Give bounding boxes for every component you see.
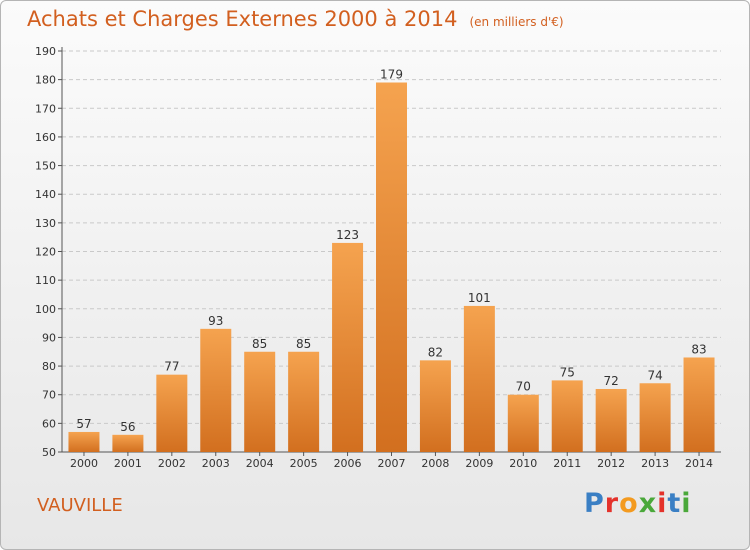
y-tick-label: 140 xyxy=(35,188,56,201)
y-tick-label: 160 xyxy=(35,131,56,144)
y-tick-label: 110 xyxy=(35,274,56,287)
x-tick-label: 2005 xyxy=(290,457,318,470)
logo-letter: x xyxy=(638,488,658,519)
x-tick-label: 2002 xyxy=(158,457,186,470)
chart-title-text: Achats et Charges Externes 2000 à 2014 xyxy=(27,7,458,31)
y-tick-label: 120 xyxy=(35,246,56,259)
y-tick-label: 60 xyxy=(42,417,56,430)
x-tick-label: 2009 xyxy=(465,457,493,470)
proxiti-logo[interactable]: Proxiti xyxy=(584,488,692,519)
chart-unit-label: (en milliers d'€) xyxy=(469,15,564,29)
x-tick-label: 2007 xyxy=(378,457,406,470)
bar xyxy=(595,388,627,452)
bar-value-label: 82 xyxy=(428,345,443,359)
x-tick-label: 2006 xyxy=(334,457,362,470)
y-tick-label: 90 xyxy=(42,331,56,344)
y-tick-label: 100 xyxy=(35,303,56,316)
bar-value-label: 83 xyxy=(691,342,706,356)
y-tick-label: 170 xyxy=(35,102,56,115)
y-tick-label: 80 xyxy=(42,360,56,373)
bar xyxy=(551,380,583,452)
x-tick-label: 2003 xyxy=(202,457,230,470)
bar-value-label: 179 xyxy=(380,68,403,82)
x-tick-label: 2012 xyxy=(597,457,625,470)
bar xyxy=(376,82,407,452)
y-tick-label: 70 xyxy=(42,389,56,402)
bar xyxy=(639,383,671,452)
commune-name: VAUVILLE xyxy=(37,495,123,516)
bar xyxy=(200,328,232,452)
logo-letter: o xyxy=(619,488,639,519)
bar xyxy=(288,351,320,452)
logo-letter: P xyxy=(584,488,605,519)
bar xyxy=(463,305,495,452)
bar xyxy=(112,434,144,452)
bar xyxy=(156,374,188,452)
y-tick-label: 190 xyxy=(35,45,56,58)
bar-value-label: 101 xyxy=(468,291,491,305)
y-tick-label: 150 xyxy=(35,160,56,173)
bar-value-label: 57 xyxy=(76,417,91,431)
bar-value-label: 56 xyxy=(120,420,135,434)
bar xyxy=(683,357,715,452)
x-tick-label: 2004 xyxy=(246,457,274,470)
logo-letter: i xyxy=(657,488,668,519)
bar-value-label: 85 xyxy=(252,337,267,351)
logo-letter: t xyxy=(667,488,682,519)
bar xyxy=(419,360,451,452)
x-tick-label: 2011 xyxy=(553,457,581,470)
bar-value-label: 74 xyxy=(647,368,662,382)
bar-value-label: 77 xyxy=(164,360,179,374)
bar xyxy=(68,431,100,452)
y-tick-label: 130 xyxy=(35,217,56,230)
x-tick-label: 2000 xyxy=(70,457,98,470)
bar-value-label: 123 xyxy=(336,228,359,242)
logo-letter: i xyxy=(681,488,692,519)
x-tick-label: 2008 xyxy=(421,457,449,470)
x-tick-label: 2010 xyxy=(509,457,537,470)
bar-value-label: 72 xyxy=(604,374,619,388)
bar-value-label: 75 xyxy=(560,365,575,379)
y-tick-label: 180 xyxy=(35,74,56,87)
logo-letter: r xyxy=(604,488,620,519)
bar-value-label: 93 xyxy=(208,314,223,328)
y-tick-label: 50 xyxy=(42,446,56,459)
bar xyxy=(332,242,364,452)
x-tick-label: 2001 xyxy=(114,457,142,470)
bar xyxy=(507,394,539,452)
bar-value-label: 85 xyxy=(296,337,311,351)
bar-value-label: 70 xyxy=(516,380,531,394)
x-tick-label: 2014 xyxy=(685,457,713,470)
x-tick-label: 2013 xyxy=(641,457,669,470)
bar xyxy=(244,351,276,452)
chart-title: Achats et Charges Externes 2000 à 2014 (e… xyxy=(27,7,564,31)
